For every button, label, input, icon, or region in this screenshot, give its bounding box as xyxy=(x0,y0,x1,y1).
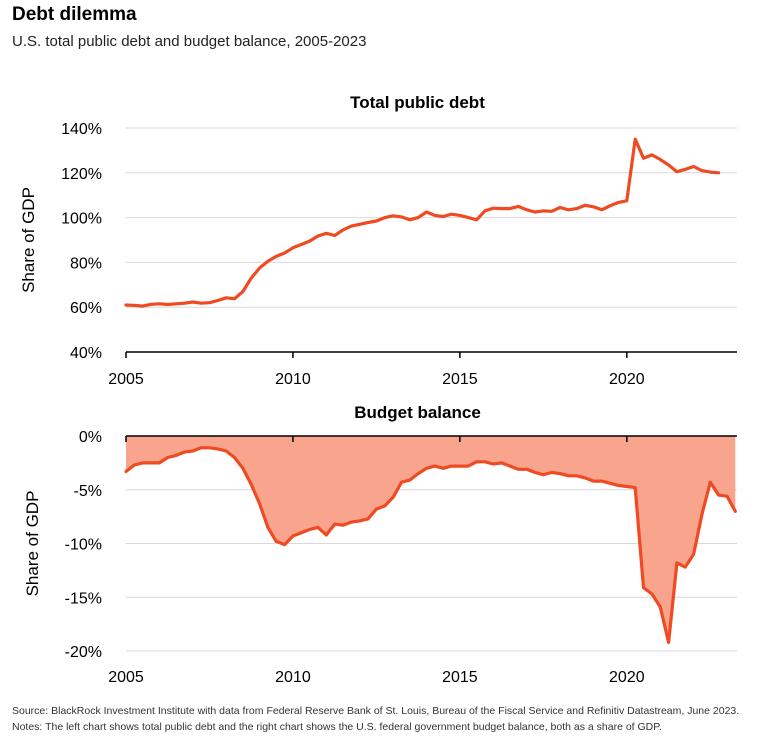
balance-x-tick-label: 2015 xyxy=(442,669,478,686)
balance-area-fill xyxy=(126,436,736,643)
balance-series-line xyxy=(124,446,737,644)
debt-y-tick-label: 80% xyxy=(70,255,102,272)
debt-y-axis-label: Share of GDP xyxy=(19,187,38,293)
balance-chart-title: Budget balance xyxy=(354,403,481,422)
debt-x-tick-label: 2020 xyxy=(609,371,645,388)
balance-y-tick-label: 0% xyxy=(79,429,102,446)
debt-chart-title: Total public debt xyxy=(350,93,485,112)
page-subtitle: U.S. total public debt and budget balanc… xyxy=(12,33,367,50)
balance-x-tick-label: 2005 xyxy=(108,669,144,686)
debt-series-line xyxy=(124,137,721,308)
balance-x-tick-label: 2020 xyxy=(609,669,645,686)
balance-y-axis-label: Share of GDP xyxy=(23,491,42,597)
balance-y-tick-label: -15% xyxy=(65,590,102,607)
chart-canvas: Total public debt Share of GDP 40% 60% 80% 10… xyxy=(19,93,737,686)
debt-y-tick-label: 40% xyxy=(70,345,102,362)
debt-y-tick-label: 100% xyxy=(61,211,102,228)
debt-x-tick-label: 2005 xyxy=(108,371,144,388)
debt-y-tick-label: 60% xyxy=(70,300,102,317)
balance-y-tick-label: -10% xyxy=(65,537,102,554)
debt-y-tick-label: 140% xyxy=(61,121,102,138)
balance-y-tick-label: -20% xyxy=(65,644,102,661)
debt-x-tick-label: 2015 xyxy=(442,371,478,388)
balance-y-tick-label: -5% xyxy=(74,483,102,500)
debt-y-tick-label: 120% xyxy=(61,166,102,183)
page-title: Debt dilemma xyxy=(12,4,137,25)
debt-x-tick-label: 2010 xyxy=(275,371,311,388)
source-note: Source: BlackRock Investment Institute w… xyxy=(12,705,740,733)
balance-x-tick-label: 2010 xyxy=(275,669,311,686)
